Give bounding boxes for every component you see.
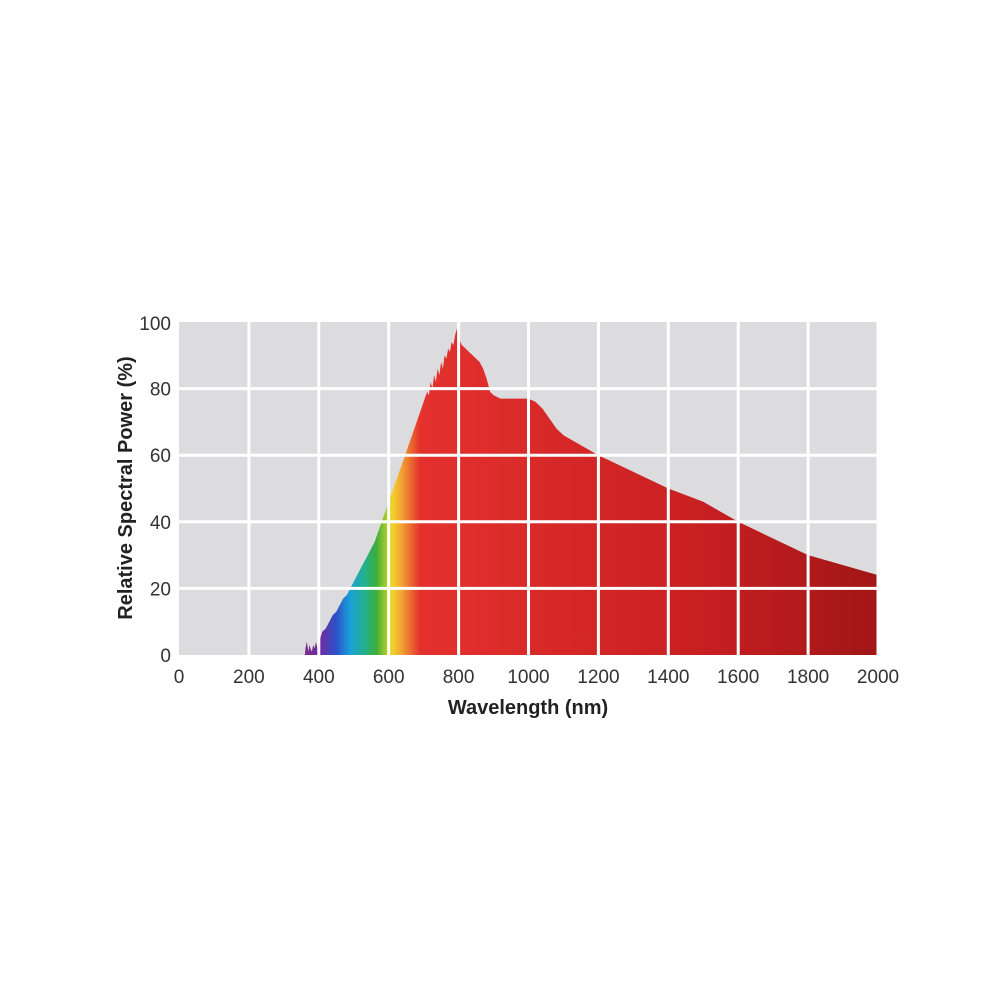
y-tick-label: 20 <box>150 579 171 600</box>
y-tick-label: 0 <box>160 646 171 667</box>
x-tick-label: 0 <box>174 667 185 688</box>
x-tick-label: 400 <box>303 667 335 688</box>
y-axis-title: Relative Spectral Power (%) <box>115 356 137 619</box>
x-tick-label: 800 <box>443 667 475 688</box>
x-tick-label: 1800 <box>787 667 829 688</box>
x-tick-label: 2000 <box>857 667 899 688</box>
x-axis-title: Wavelength (nm) <box>448 697 608 719</box>
x-axis-ticks: 0 200 400 600 800 1000 1200 1400 1600 1800 2000 <box>174 667 899 688</box>
y-tick-label: 60 <box>150 446 171 467</box>
x-tick-label: 200 <box>233 667 265 688</box>
x-tick-label: 1600 <box>717 667 759 688</box>
y-tick-label: 80 <box>150 380 171 401</box>
y-tick-label: 40 <box>150 513 171 534</box>
y-tick-label: 100 <box>139 314 171 335</box>
x-tick-label: 1200 <box>577 667 619 688</box>
x-tick-label: 1400 <box>647 667 689 688</box>
y-axis-ticks: 0 20 40 60 80 100 <box>139 314 171 667</box>
x-tick-label: 1000 <box>507 667 549 688</box>
x-tick-label: 600 <box>373 667 405 688</box>
grid-lines <box>179 322 880 655</box>
